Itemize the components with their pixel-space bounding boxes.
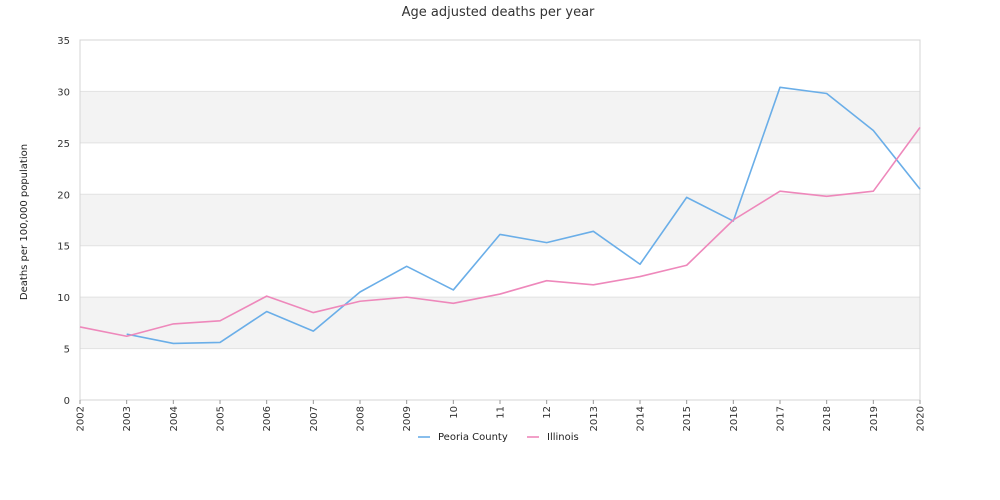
grid-band: [80, 194, 920, 246]
x-tick-label: 2009: [402, 406, 413, 431]
y-tick-label: 30: [57, 87, 70, 98]
grid-band: [80, 297, 920, 349]
x-tick-label: 2015: [682, 406, 693, 431]
x-tick-label: 2016: [729, 406, 740, 431]
x-tick-label: 2018: [822, 406, 833, 431]
y-axis-title: Deaths per 100,000 population: [19, 144, 30, 300]
y-tick-label: 25: [57, 139, 70, 150]
x-tick-label: 10: [449, 406, 460, 419]
grid-bands: [80, 91, 920, 349]
x-tick-label: 2019: [869, 406, 880, 431]
x-tick-label: 11: [496, 406, 507, 419]
x-tick-label: 2013: [589, 406, 600, 431]
y-tick-label: 0: [64, 396, 70, 407]
legend-label: Illinois: [547, 432, 579, 443]
legend-label: Peoria County: [438, 432, 508, 443]
legend-item-peoria-county[interactable]: Peoria County: [418, 432, 508, 443]
grid-band: [80, 91, 920, 143]
y-tick-label: 10: [57, 293, 70, 304]
chart-title: Age adjusted deaths per year: [402, 5, 595, 20]
x-tick-label: 2005: [216, 406, 227, 431]
y-tick-label: 20: [57, 190, 70, 201]
y-tick-label: 35: [57, 36, 70, 47]
x-tick-label: 12: [542, 406, 553, 419]
x-tick-label: 2003: [122, 406, 133, 431]
legend-item-illinois[interactable]: Illinois: [527, 432, 579, 443]
x-tick-label: 2020: [916, 406, 927, 431]
legend[interactable]: Peoria County Illinois: [418, 432, 579, 443]
x-tick-label: 2014: [636, 406, 647, 431]
x-tick-label: 2006: [262, 406, 273, 431]
x-axis-ticks: 2002 2003 2004 2005 2006 2007 2008 2009 10 11 12 20…: [76, 400, 927, 431]
x-tick-label: 2004: [169, 406, 180, 431]
x-tick-label: 2008: [356, 406, 367, 431]
x-tick-label: 2017: [776, 406, 787, 431]
series-line-illinois: [79, 126, 921, 338]
y-tick-label: 5: [64, 345, 70, 356]
gridlines: [80, 39, 920, 401]
x-tick-label: 2007: [309, 406, 320, 431]
x-tick-label: 2002: [76, 406, 87, 431]
y-tick-label: 15: [57, 242, 70, 253]
series-lines: [79, 86, 921, 345]
series-line-peoria-county: [126, 86, 921, 345]
y-axis-ticks: 0 5 10 15 20 25 30 35: [57, 36, 70, 407]
